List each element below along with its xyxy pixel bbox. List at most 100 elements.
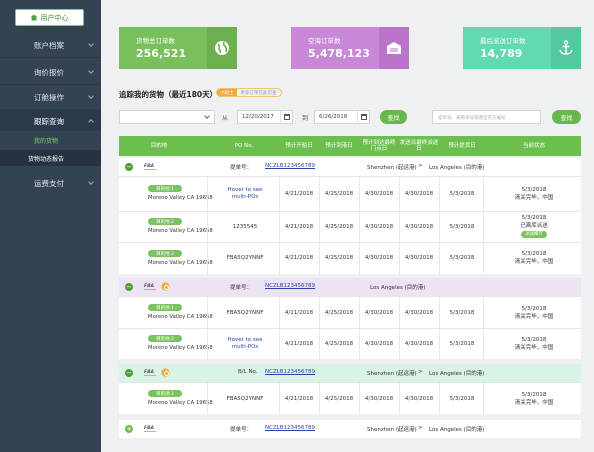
shipment-header[interactable]: + FBA 提单号： NCZLB123456789 Shenzhen (起运港)… bbox=[119, 420, 581, 438]
fba-logo: FBA bbox=[144, 164, 156, 170]
date-query-button[interactable]: 查找 bbox=[380, 110, 407, 124]
shipment-header[interactable]: − FBA B/L No. NCZLB123456789 Shenzhen (起… bbox=[119, 364, 581, 382]
divider bbox=[319, 243, 320, 275]
bl-number-link[interactable]: NCZLB123456789 bbox=[265, 425, 316, 431]
nav-label: 订舱操作 bbox=[34, 92, 64, 102]
chevron-down-icon bbox=[88, 93, 94, 99]
origin-port: Shenzhen (起运港) bbox=[367, 165, 417, 171]
th-final-eta: 预计到达最终门点日 bbox=[362, 139, 396, 152]
po-number: 1235545 bbox=[232, 224, 258, 230]
table-row: 目的地 1 Moreno Valley CA 19658 FBA5Q2YNNF … bbox=[119, 296, 581, 329]
arrow-right-icon: > bbox=[418, 425, 423, 431]
subnav-label: 我的货物 bbox=[34, 137, 59, 145]
etd-value: 4/21/2018 bbox=[284, 396, 314, 402]
delivery-value: 4/30/2018 bbox=[404, 310, 434, 316]
divider bbox=[359, 243, 360, 275]
stat-card-last-mile-orders[interactable]: 最后派送订单数 14,789 bbox=[463, 27, 581, 69]
shipment-header[interactable]: − FBA 提单号： NCZLB123456789 Los Angeles (目… bbox=[119, 278, 581, 296]
divider bbox=[483, 177, 484, 212]
expand-icon[interactable]: + bbox=[125, 425, 133, 433]
pickup-value: 5/3/2018 bbox=[449, 255, 475, 261]
po-hover-link[interactable]: Hover to see multi-POs bbox=[227, 337, 263, 350]
filter-select[interactable] bbox=[119, 110, 215, 124]
bl-label: 提单号： bbox=[230, 165, 253, 171]
divider bbox=[359, 212, 360, 243]
subnav-my-cargo[interactable]: 我的货物 bbox=[0, 131, 101, 149]
collapse-icon[interactable]: − bbox=[125, 283, 133, 291]
table-row: 目的地 3 Moreno Valley CA 19658 FBA5Q2YNNF … bbox=[119, 242, 581, 275]
tip-label: 小贴士 bbox=[217, 89, 237, 96]
end-date-value: 6/26/2018 bbox=[319, 114, 348, 120]
calendar-icon[interactable] bbox=[357, 111, 369, 123]
destination-tag: 目的地 2 bbox=[148, 335, 182, 342]
nav-label: 询价报价 bbox=[34, 67, 64, 77]
user-center-button[interactable]: 用户中心 bbox=[15, 9, 84, 26]
stat-card-air-sea-orders[interactable]: 空海订单数 5,478,123 bbox=[291, 27, 409, 69]
user-center-label: 用户中心 bbox=[40, 13, 69, 22]
divider bbox=[439, 177, 440, 212]
status-date: 5/3/2018 bbox=[521, 215, 547, 221]
eta-value: 4/25/2018 bbox=[324, 310, 354, 316]
divider bbox=[483, 329, 484, 360]
pickup-value: 5/3/2018 bbox=[449, 224, 475, 230]
calendar-icon[interactable] bbox=[280, 111, 292, 123]
bl-number-link[interactable]: NCZLB123456789 bbox=[265, 283, 316, 289]
eta-value: 4/25/2018 bbox=[324, 191, 354, 197]
th-pickup: 预计提货日 bbox=[448, 142, 476, 149]
status-date: 5/3/2018 bbox=[521, 187, 547, 193]
stat-value: 256,521 bbox=[136, 47, 187, 60]
status-date: 5/3/2018 bbox=[521, 337, 547, 343]
delivery-value: 4/30/2018 bbox=[404, 341, 434, 347]
final-eta-value: 4/30/2018 bbox=[364, 224, 394, 230]
nav-tracking[interactable]: 跟踪查询 bbox=[0, 109, 101, 133]
table-row: 目的地 1 Moreno Valley CA 19658 FBA5Q2YNNF … bbox=[119, 382, 581, 415]
nav-freight-payment[interactable]: 运费支付 bbox=[0, 171, 101, 195]
divider bbox=[0, 84, 101, 85]
status-text: 已离库派送 bbox=[520, 223, 548, 229]
divider bbox=[279, 383, 280, 415]
arrow-right-icon: > bbox=[418, 369, 423, 375]
start-date-input[interactable]: 12/20/2017 bbox=[237, 110, 293, 124]
origin-port: Shenzhen (起运港) bbox=[367, 371, 417, 377]
th-etd: 预计开船日 bbox=[285, 142, 313, 149]
subnav-cargo-status-report[interactable]: 货物动态报告 bbox=[0, 150, 101, 166]
anchor-icon bbox=[551, 27, 581, 69]
collapse-icon[interactable]: − bbox=[125, 369, 133, 377]
pickup-value: 5/3/2018 bbox=[449, 341, 475, 347]
search-input[interactable]: 提单号、采购单号或者出货方编号 bbox=[432, 110, 541, 124]
final-eta-value: 4/30/2018 bbox=[364, 310, 394, 316]
status-date: 5/3/2018 bbox=[521, 392, 547, 398]
divider bbox=[359, 383, 360, 415]
stat-label: 最后派送订单数 bbox=[480, 37, 526, 45]
divider bbox=[483, 297, 484, 329]
status-text: 清关完毕，中国 bbox=[514, 345, 554, 351]
destination-address: Moreno Valley CA 19658 bbox=[148, 195, 213, 201]
divider bbox=[0, 57, 101, 58]
fba-logo: FBA bbox=[144, 426, 156, 432]
delivery-value: 4/30/2018 bbox=[404, 224, 434, 230]
search-button[interactable]: 查找 bbox=[552, 110, 581, 124]
shipment-header[interactable]: − FBA 提单号： NCZLB123456789 Shenzhen (起运港)… bbox=[119, 158, 581, 176]
bl-label: 提单号： bbox=[230, 427, 253, 433]
chevron-down-icon bbox=[88, 41, 94, 47]
end-date-input[interactable]: 6/26/2018 bbox=[314, 110, 370, 124]
destination-address: Moreno Valley CA 19658 bbox=[148, 345, 213, 351]
status-ring-icon bbox=[161, 368, 170, 377]
status-date: 5/3/2018 bbox=[521, 306, 547, 312]
divider bbox=[439, 383, 440, 415]
bl-number-link[interactable]: NCZLB123456789 bbox=[265, 163, 316, 169]
bl-number-link[interactable]: NCZLB123456789 bbox=[265, 369, 316, 375]
start-date-value: 12/20/2017 bbox=[242, 114, 274, 120]
collapse-icon[interactable]: − bbox=[125, 163, 133, 171]
stat-card-total-orders[interactable]: 货物总订单数 256,521 bbox=[119, 27, 237, 69]
nav-account-profile[interactable]: 账户档案 bbox=[0, 33, 101, 57]
divider bbox=[399, 329, 400, 360]
delivery-detail-button[interactable]: 派送细节 bbox=[521, 231, 547, 239]
bl-label: 提单号： bbox=[230, 285, 253, 291]
po-hover-link[interactable]: Hover to see multi-POs bbox=[227, 187, 263, 200]
destination-address: Moreno Valley CA 19658 bbox=[148, 228, 213, 234]
destination-tag: 目的地 1 bbox=[148, 304, 182, 311]
nav-inquiry-quote[interactable]: 询价报价 bbox=[0, 60, 101, 84]
destination-tag: 目的地 3 bbox=[148, 250, 182, 257]
nav-booking[interactable]: 订舱操作 bbox=[0, 85, 101, 109]
